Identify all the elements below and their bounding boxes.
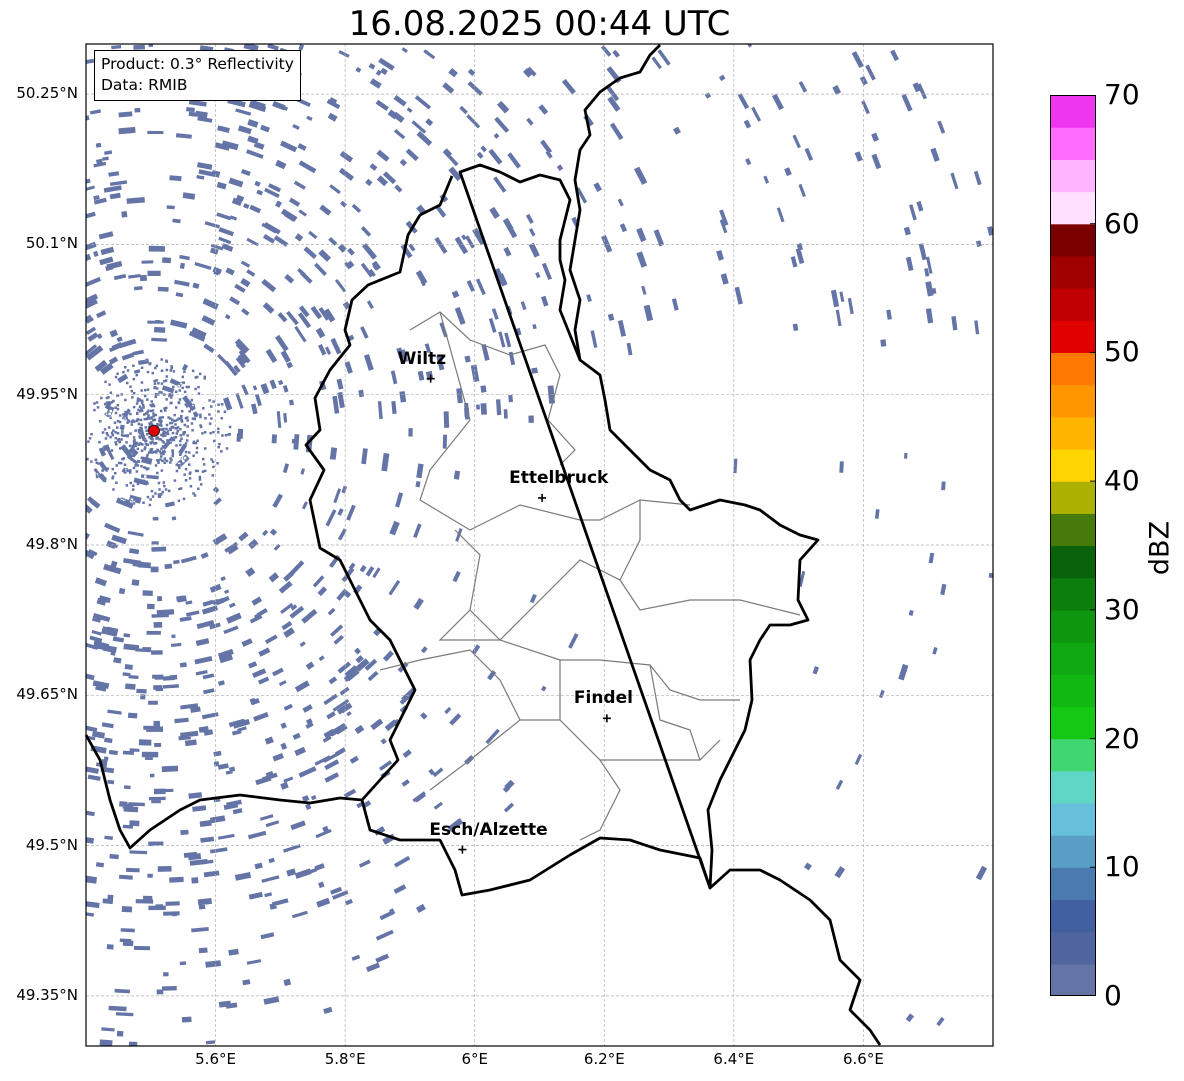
colorbar-segment — [1050, 770, 1096, 804]
colorbar-segment — [1050, 95, 1096, 128]
national-borders — [84, 44, 882, 1046]
lat-tick-label: 49.5°N — [25, 835, 78, 854]
colorbar-segment — [1050, 191, 1096, 225]
lon-tick-label: 6.6°E — [843, 1050, 884, 1068]
city-marker — [426, 374, 435, 383]
lat-tick-label: 49.8°N — [25, 535, 78, 553]
colorbar-segment — [1050, 802, 1096, 836]
colorbar-segment — [1050, 448, 1096, 482]
lat-tick-label: 49.65°N — [16, 685, 78, 704]
colorbar-segment — [1050, 609, 1096, 643]
colorbar-tick-label: 10 — [1104, 850, 1140, 884]
lat-tick-label: 49.95°N — [16, 384, 78, 403]
city-marker — [602, 714, 611, 723]
colorbar-tick-label: 40 — [1104, 464, 1140, 498]
colorbar-segment — [1050, 127, 1096, 160]
colorbar-segment — [1050, 706, 1096, 740]
lat-tick-label: 50.1°N — [25, 234, 78, 253]
colorbar-segment — [1050, 223, 1096, 257]
city-markers — [426, 374, 611, 854]
colorbar-unit: dBZ — [1144, 520, 1176, 576]
colorbar-tick-label: 60 — [1104, 206, 1140, 240]
colorbar-segment — [1050, 835, 1096, 868]
colorbar-tick-label: 70 — [1104, 78, 1140, 111]
colorbar-segment — [1050, 963, 1096, 996]
lon-tick-label: 5.6°E — [195, 1050, 236, 1068]
colorbar-segment — [1050, 352, 1096, 386]
map-title: 16.08.2025 00:44 UTC — [348, 4, 731, 44]
colorbar-tick-label: 0 — [1104, 979, 1122, 1012]
radar-site-marker — [148, 424, 161, 437]
city-label: Findel — [573, 688, 633, 709]
product-info-box: Product: 0.3° Reflectivity Data: RMIB — [94, 50, 301, 101]
colorbar-segment — [1050, 416, 1096, 450]
lon-tick-label: 5.8°E — [324, 1050, 366, 1068]
colorbar-segment — [1050, 481, 1096, 514]
colorbar-segment — [1050, 159, 1096, 193]
colorbar-segment — [1050, 899, 1096, 933]
lon-tick-label: 6.2°E — [583, 1050, 625, 1068]
colorbar-tick-label: 50 — [1104, 335, 1140, 369]
lon-tick-label: 6°E — [461, 1050, 488, 1068]
lon-tick-label: 6.4°E — [713, 1050, 755, 1068]
colorbar-segment — [1050, 931, 1096, 965]
colorbar-frame — [1050, 95, 1096, 996]
city-label: Wiltz — [397, 348, 447, 369]
city-marker — [458, 845, 467, 854]
colorbar-segment — [1050, 384, 1096, 418]
borders — [84, 44, 882, 1046]
colorbar-segment — [1050, 288, 1096, 321]
lat-tick-label: 49.35°N — [16, 985, 78, 1004]
lat-tick-label: 50.25°N — [16, 84, 78, 103]
colorbar-segment — [1050, 674, 1096, 707]
colorbar — [1050, 95, 1096, 996]
colorbar-segment — [1050, 642, 1096, 675]
city-label: Ettelbruck — [509, 467, 609, 488]
colorbar-segment — [1050, 577, 1096, 611]
colorbar-tick-label: 30 — [1104, 592, 1140, 626]
data-source-label: Data: RMIB — [101, 76, 188, 94]
gridlines — [86, 44, 993, 1046]
colorbar-segment — [1050, 320, 1096, 354]
colorbar-tick-label: 20 — [1104, 721, 1140, 755]
colorbar-segment — [1050, 513, 1096, 547]
product-label: Product: 0.3° Reflectivity — [101, 55, 294, 73]
city-label: Esch/Alzette — [429, 819, 548, 840]
colorbar-segment — [1050, 867, 1096, 901]
city-marker — [538, 493, 547, 502]
colorbar-segment — [1050, 255, 1096, 289]
map-frame — [85, 43, 994, 1047]
colorbar-segment — [1050, 738, 1096, 772]
luxembourg-canton-borders — [379, 311, 801, 841]
colorbar-segment — [1050, 545, 1096, 579]
